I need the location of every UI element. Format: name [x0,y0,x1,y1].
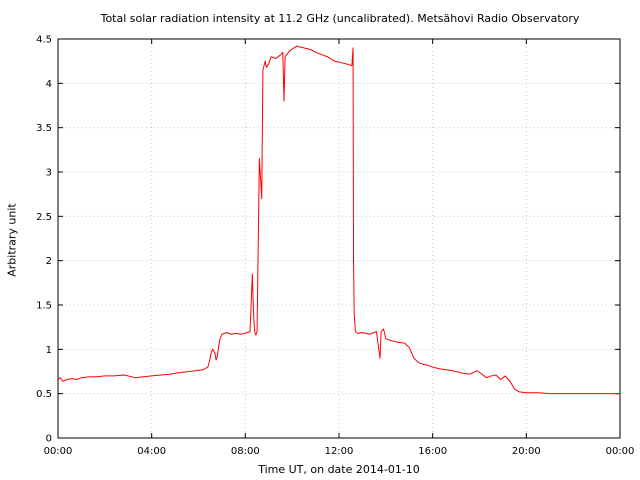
y-tick-label: 1.5 [36,301,52,312]
x-tick-label: 00:00 [606,446,635,457]
y-tick-label: 2.5 [36,212,52,223]
y-tick-label: 0.5 [36,389,52,400]
chart-title: Total solar radiation intensity at 11.2 … [100,12,580,25]
x-axis-label: Time UT, on date 2014-01-10 [258,463,420,476]
x-tick-label: 12:00 [325,446,354,457]
plot-frame [57,38,621,439]
y-tick-label: 4 [46,79,52,90]
y-tick-label: 1 [46,345,52,356]
y-tick-label: 3.5 [36,123,52,134]
y-tick-label: 4.5 [36,35,52,46]
x-tick-label: 20:00 [512,446,541,457]
x-tick-label: 00:00 [44,446,73,457]
y-tick-label: 2 [46,256,52,267]
x-tick-label: 08:00 [231,446,260,457]
x-tick-label: 16:00 [418,446,447,457]
y-tick-label: 3 [46,168,52,179]
y-tick-label: 0 [46,434,52,445]
series-line [57,45,620,395]
x-tick-label: 04:00 [137,446,166,457]
